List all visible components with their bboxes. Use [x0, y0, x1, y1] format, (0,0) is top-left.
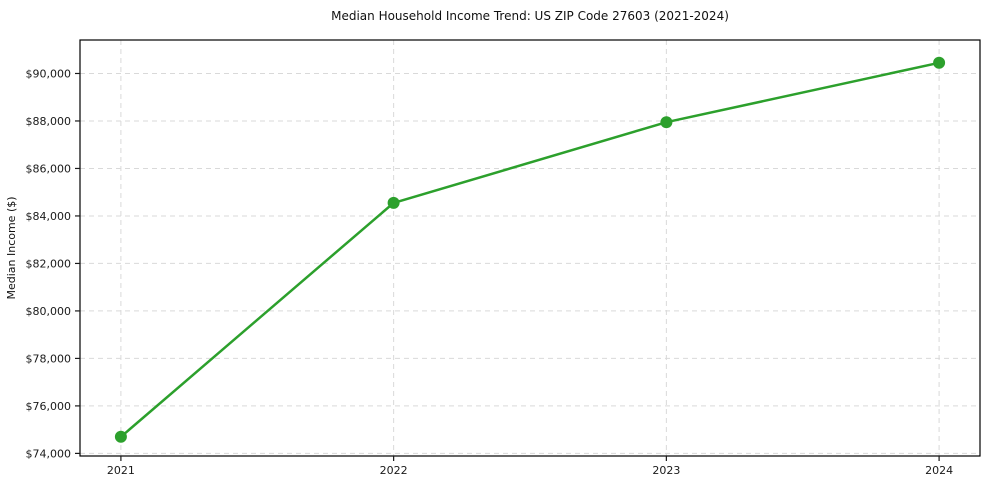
- y-tick-label-76000: $76,000: [26, 400, 72, 413]
- x-tick-label-2023: 2023: [652, 464, 680, 477]
- x-tick-label-2021: 2021: [107, 464, 135, 477]
- trend-line: [119, 61, 941, 439]
- chart-title: Median Household Income Trend: US ZIP Co…: [331, 9, 729, 23]
- y-tick-label-82000: $82,000: [26, 257, 72, 270]
- y-tick-label-90000: $90,000: [26, 67, 72, 80]
- y-tick-label-86000: $86,000: [26, 162, 72, 175]
- y-tick-labels: $74,000 $76,000 $78,000 $80,000 $82,000 $84,0…: [26, 67, 72, 460]
- data-point-2024: [933, 56, 946, 69]
- x-tick-labels: 2021 2022 2023 2024: [107, 464, 953, 477]
- plot-border: [79, 39, 981, 457]
- y-tick-label-88000: $88,000: [26, 115, 72, 128]
- y-tick-label-74000: $74,000: [26, 447, 72, 460]
- y-axis-label: Median Income ($): [5, 196, 18, 299]
- data-point-2022: [387, 196, 400, 209]
- data-points: [114, 56, 946, 443]
- y-tick-label-78000: $78,000: [26, 352, 72, 365]
- y-tick-label-80000: $80,000: [26, 305, 72, 318]
- x-tick-label-2022: 2022: [380, 464, 408, 477]
- y-tick-label-84000: $84,000: [26, 210, 72, 223]
- axis-ticks: [75, 72, 940, 461]
- data-point-2023: [660, 116, 673, 129]
- gridlines: [80, 40, 980, 456]
- data-point-2021: [114, 430, 127, 443]
- x-tick-label-2024: 2024: [925, 464, 953, 477]
